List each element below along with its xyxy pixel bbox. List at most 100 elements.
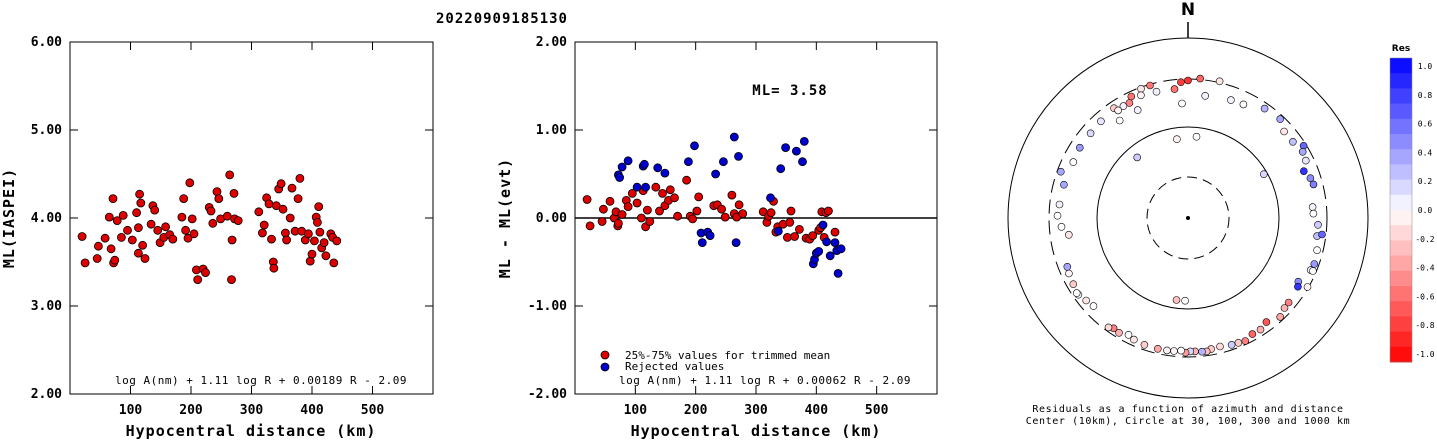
left-data-point [314,202,324,212]
middle-x-tick-label: 200 [684,403,708,418]
left-y-tick-label: 3.00 [31,299,62,314]
left-data-point [254,207,264,217]
colorbar-cell [1390,164,1412,181]
polar-station-point [1306,174,1315,182]
left-x-axis-label: Hypocentral distance (km) [126,422,377,440]
left-data-point [269,263,279,273]
left-y-tick-label: 4.00 [31,211,62,226]
left-data-point [222,211,232,221]
left-y-tick-label: 6.00 [31,35,62,50]
middle-data-point [617,210,627,219]
left-data-point [303,229,313,239]
polar-station-point [1294,282,1302,291]
left-data-point [132,208,142,218]
polar-station-point [1065,269,1073,278]
polar-station-point [1227,340,1236,349]
middle-data-point [824,206,833,216]
polar-station-point [1163,346,1171,355]
polar-station-point [1192,132,1201,141]
middle-data-point [615,173,624,182]
polar-station-point [1170,85,1179,93]
middle-data-point [660,168,670,178]
polar-station-point [1072,289,1081,297]
left-data-point [193,275,203,285]
polar-station-point [1137,85,1145,93]
polar-station-point [1302,156,1310,165]
middle-data-point [808,231,818,241]
colorbar-cell [1390,73,1412,89]
left-data-point [94,241,103,251]
left-data-point [77,232,87,241]
left-x-tick-label: 300 [240,403,264,418]
left-data-point [110,255,120,265]
polar-station-point [1181,296,1189,305]
polar-station-point [1309,180,1318,189]
middle-data-point [833,268,843,278]
middle-data-point [799,136,809,146]
middle-data-point [711,169,720,179]
left-data-point [329,258,339,268]
left-data-point [123,225,132,235]
middle-data-point [645,217,655,226]
colorbar-tick-label: 0.6 [1418,120,1433,129]
middle-data-point [798,157,807,167]
middle-data-point [822,237,831,247]
middle-data-point [694,192,704,202]
polar-station-point [1256,325,1265,334]
polar-station-point [1310,260,1319,268]
polar-station-point [1276,115,1284,123]
polar-station-point [1309,209,1318,218]
middle-data-point [786,206,796,216]
middle-data-point [665,185,675,195]
polar-station-point [1314,221,1322,229]
polar-station-point [1146,81,1154,90]
left-data-point [259,220,269,230]
colorbar-cell [1390,103,1412,120]
middle-y-tick-label: -2.00 [528,387,567,402]
left-y-axis-label: ML(IASPEI) [0,168,18,268]
left-formula: log A(nm) + 1.11 log R + 0.00189 R - 2.0… [115,374,407,387]
polar-station-point [1082,296,1090,305]
middle-data-point [623,156,633,166]
middle-data-point [599,204,608,214]
middle-y-tick-label: 0.00 [536,211,567,226]
polar-station-point [1053,211,1062,220]
circle-30km [1146,176,1230,260]
polar-station-point [1184,76,1192,85]
polar-data-points [1053,74,1326,357]
legend-marker-accepted [600,350,610,360]
polar-station-point [1133,106,1142,114]
polar-station-point [1115,116,1124,125]
left-data-point [201,268,210,278]
polar-station-point [1309,267,1317,275]
middle-y-tick-label: 1.00 [536,123,567,138]
colorbar-title: Res [1392,44,1410,54]
colorbar-cell [1390,194,1412,211]
polar-station-point [1178,99,1186,108]
left-y-tick-label: 5.00 [31,123,62,138]
figure-title: 20220909185130 [436,11,568,27]
middle-data-point [727,190,737,200]
left-data-point [278,204,288,214]
left-data-point [264,199,274,209]
left-data-point [177,212,187,222]
polar-station-point [1063,262,1072,271]
polar-station-point [1216,342,1224,351]
polar-station-point [1196,74,1204,83]
middle-data-point [643,205,652,215]
middle-data-point [738,209,748,219]
middle-data-point [632,182,642,192]
left-data-point [80,258,90,268]
polar-station-point [1076,143,1084,152]
polar-station-point [1177,346,1185,355]
middle-data-point [597,217,607,226]
polar-station-point [1262,318,1271,326]
middle-x-tick-label: 100 [624,403,648,418]
left-x-tick-label: 500 [361,403,385,418]
middle-formula: log A(nm) + 1.11 log R + 0.00062 R - 2.0… [619,374,911,387]
middle-data-point [617,162,627,172]
middle-data-point [814,246,824,256]
middle-data-point [673,211,682,221]
middle-data-point [785,217,795,227]
legend-marker-rejected [600,362,610,372]
